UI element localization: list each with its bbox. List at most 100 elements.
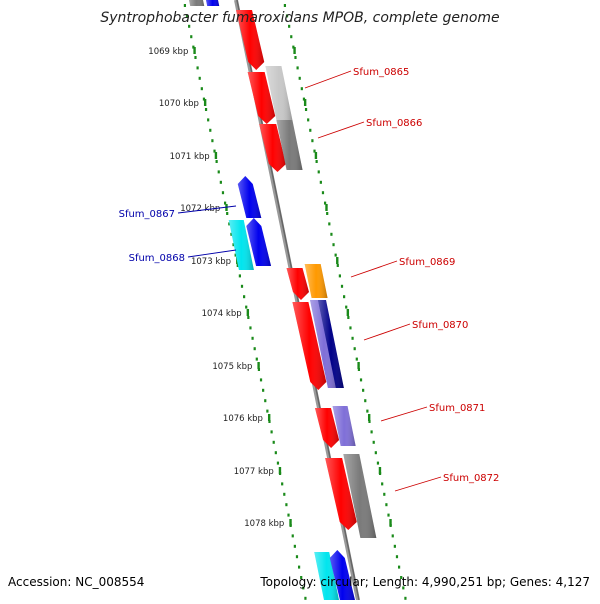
gene-top-blue-shade [206, 0, 220, 6]
tick-dot [200, 87, 203, 91]
tick-dot [194, 56, 197, 59]
tick-dot [188, 24, 191, 28]
scale-tick-right [314, 152, 318, 159]
right-tick-row [283, 4, 407, 600]
tick-dot [336, 264, 339, 267]
gene-red-4-shade [286, 268, 309, 300]
tick-dot [368, 420, 371, 423]
tick-dot [315, 160, 318, 163]
tick-dot [370, 430, 373, 434]
gene-sfum-0870a-shade [309, 300, 338, 388]
gene-label-sfum-0869: Sfum_0869 [399, 257, 455, 268]
tick-dot [334, 253, 337, 257]
tick-dot [290, 35, 293, 39]
tick-dot [262, 388, 265, 392]
tick-dot [385, 503, 388, 507]
tick-dot [304, 596, 307, 600]
tick-dot [232, 243, 235, 247]
tick-dot [376, 461, 380, 465]
leader-line [380, 406, 428, 422]
tick-dot [190, 35, 193, 39]
tick-dot [219, 180, 222, 184]
gene-red-2-shade [247, 72, 276, 124]
gene-label-sfum-0867: Sfum_0867 [119, 209, 175, 220]
tick-dot [304, 108, 308, 111]
tick-dot [397, 565, 401, 569]
tick-dot [295, 555, 299, 559]
tick-dot [223, 201, 227, 205]
gene-bottom-blue-shade [329, 550, 355, 600]
tick-dot [274, 451, 277, 455]
gene-label-sfum-0871: Sfum_0871 [429, 403, 485, 414]
tick-dot [183, 4, 187, 7]
gene-sfum-0865 [265, 66, 293, 120]
tick-dot [302, 586, 305, 590]
gene-red-7 [325, 458, 357, 530]
gene-sfum-0865-shade [265, 66, 293, 120]
tick-dot [253, 347, 256, 351]
tick-dot [238, 274, 241, 278]
scale-label: 1069 kbp [148, 47, 188, 57]
scale-label: 1076 kbp [223, 414, 263, 424]
tick-dot [293, 544, 296, 548]
gene-bottom-cyan-shade [314, 552, 339, 600]
scale-tick-right [346, 309, 350, 316]
gene-red-1 [236, 10, 265, 70]
scale-label: 1075 kbp [212, 362, 252, 372]
tick-dot [276, 461, 280, 465]
page-title: Syntrophobacter fumaroxidans MPOB, compl… [100, 10, 500, 26]
scale-tick-right [293, 47, 296, 54]
tick-dot [328, 222, 331, 226]
gene-top-gray-shade [189, 0, 205, 6]
scale-label: 1077 kbp [234, 467, 274, 477]
tick-dot [353, 347, 356, 351]
gene-sfum-0869 [304, 264, 328, 298]
tick-dot [349, 326, 352, 330]
tick-dot [204, 108, 208, 111]
tick-dot [347, 316, 350, 319]
gene-red-4 [286, 268, 309, 300]
gene-sfum-0872-shade [343, 454, 377, 538]
tick-dot [285, 14, 289, 18]
gene-label-sfum-0866: Sfum_0866 [366, 118, 422, 129]
tick-dot [291, 534, 294, 538]
tick-dot [372, 440, 375, 444]
scale-tick [214, 152, 218, 159]
tick-dot [381, 482, 384, 486]
tick-dot [311, 139, 314, 143]
scale-label: 1071 kbp [170, 152, 210, 162]
scale-tick [257, 362, 260, 369]
tick-dot [240, 284, 244, 288]
gene-red-6-shade [314, 408, 340, 448]
gene-sfum-0871-shade [332, 406, 356, 446]
scale-tick-right [325, 204, 328, 211]
gene-blue-2-shade [246, 218, 272, 266]
tick-dot [245, 305, 248, 309]
leader-line [317, 121, 365, 139]
gene-label-sfum-0865: Sfum_0865 [353, 67, 409, 78]
gene-sfum-0870b-shade [317, 300, 344, 388]
tick-dot [266, 409, 269, 413]
tick-dot [198, 76, 201, 80]
gene-blue-2 [246, 218, 272, 266]
tick-dot [402, 586, 405, 590]
tick-dot [359, 378, 363, 382]
tick-dot [332, 243, 335, 247]
gene-bottom-cyan [314, 552, 339, 600]
tick-dot [257, 368, 261, 371]
gene-sfum-0870b [317, 300, 344, 388]
gene-top-gray [189, 0, 205, 6]
tick-dot [340, 284, 344, 288]
tick-dot [283, 492, 286, 496]
tick-dot [228, 222, 231, 226]
leader-line [177, 205, 237, 214]
tick-dot [281, 482, 284, 486]
tick-dot [313, 149, 316, 153]
tick-dot [297, 565, 301, 569]
tick-dot [326, 212, 329, 215]
gene-red-5 [292, 302, 327, 390]
scale-tick-right [378, 467, 382, 474]
tick-dot [287, 513, 290, 517]
tick-dot [226, 212, 229, 215]
